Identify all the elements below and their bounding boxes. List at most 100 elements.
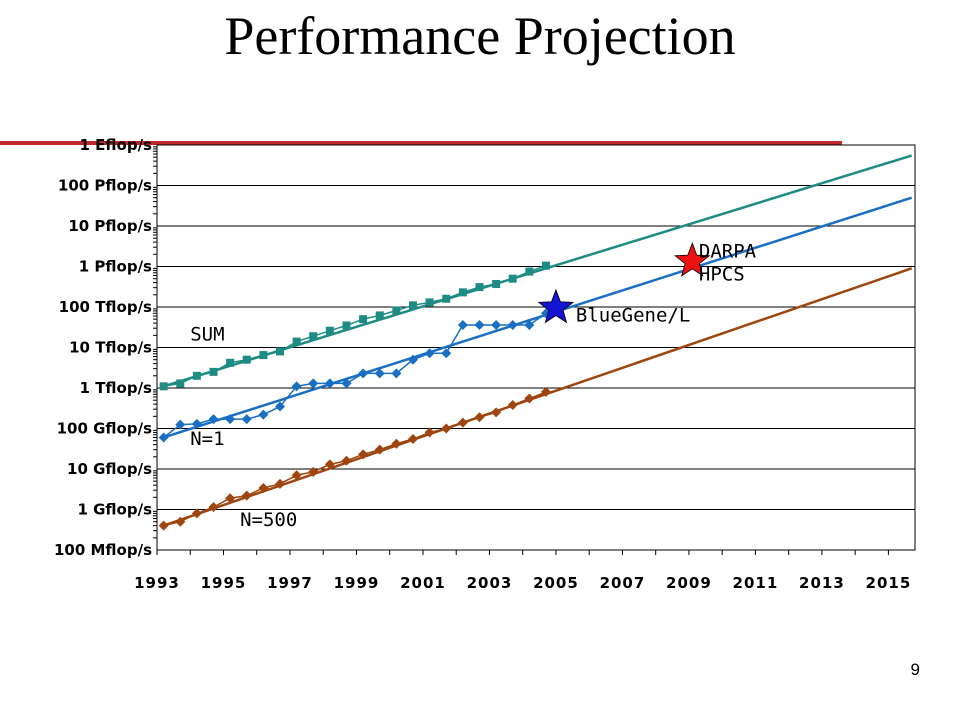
star-marker [537,288,575,324]
data-point [358,449,369,460]
data-point [441,423,452,434]
data-point [408,301,417,310]
x-tick-label: 2001 [400,574,446,592]
x-tick-label: 2009 [666,574,712,592]
x-tick-label: 2011 [733,574,779,592]
data-point [208,414,219,425]
annotation-label: DARPA [699,240,757,262]
trend-line [163,196,913,439]
x-tick-label: 2005 [533,574,579,592]
annotation-label: HPCS [699,263,745,285]
data-point [424,427,435,438]
slide-title: Performance Projection [224,6,736,66]
data-point [457,319,468,330]
series-layer [158,261,551,531]
data-point [192,371,201,380]
data-point [275,478,286,489]
data-point [358,368,369,379]
y-tick-label: 1 Gflop/s [77,501,152,519]
data-point [392,306,401,315]
y-tick-label: 10 Pflop/s [68,217,152,235]
y-tick-label: 100 Gflop/s [57,420,152,438]
data-point [308,378,319,389]
plot-frame [156,144,916,551]
data-point [324,378,335,389]
x-tick-label: 2015 [866,574,912,592]
data-point [158,520,169,531]
data-point [292,337,301,346]
data-point [158,432,169,443]
data-point [441,348,452,359]
data-point [491,407,502,418]
x-tick-label: 1995 [201,574,247,592]
data-point [209,367,218,376]
trend-layer [163,154,913,527]
data-point [324,459,335,470]
y-tick-label: 1 Eflop/s [80,136,153,154]
data-point [191,418,202,429]
data-point [241,490,252,501]
data-point [176,379,185,388]
data-point [225,493,236,504]
y-tick-label: 10 Tflop/s [69,339,152,357]
data-point [491,319,502,330]
data-point [342,321,351,330]
data-point [507,319,518,330]
data-point [159,382,168,391]
data-point [241,414,252,425]
data-point [407,354,418,365]
data-point [225,414,236,425]
data-point [540,386,551,397]
data-point [258,409,269,420]
page-number: 9 [910,660,920,679]
data-point [359,315,368,324]
data-point [424,348,435,359]
annotation-label: N=500 [240,509,297,531]
data-point [341,455,352,466]
data-point [524,319,535,330]
axis-layer: 100 Mflop/s 1 Gflop/s 10 Gflop/s 100 Gflop/… [54,136,916,592]
data-point [291,381,302,392]
trend-line [163,267,913,527]
x-tick-label: 1999 [334,574,380,592]
y-tick-label: 1 Pflop/s [79,258,152,276]
data-point [208,502,219,513]
data-point [276,347,285,356]
annotation-label: N=1 [190,428,224,450]
data-point [475,283,484,292]
data-point [308,466,319,477]
y-tick-label: 100 Pflop/s [58,177,152,195]
data-point [541,261,550,270]
data-point [492,279,501,288]
y-tick-label: 100 Mflop/s [54,541,152,559]
data-point [391,368,402,379]
data-point [259,351,268,360]
y-tick-label: 10 Gflop/s [67,460,152,478]
data-point [226,358,235,367]
data-point [474,412,485,423]
data-point [341,378,352,389]
data-point [525,267,534,276]
data-point [442,294,451,303]
accent-line [0,141,842,145]
data-point [458,288,467,297]
data-point [524,393,535,404]
annotation-label: SUM [190,324,224,346]
y-tick-label: 1 Tflop/s [80,379,153,397]
data-point [175,419,186,430]
data-point [191,508,202,519]
data-point [374,368,385,379]
data-point [474,319,485,330]
data-point [374,444,385,455]
star-marker [674,242,711,277]
data-point [258,482,269,493]
data-point [375,311,384,320]
x-tick-label: 2013 [799,574,845,592]
data-point [275,401,286,412]
data-point [507,400,518,411]
x-tick-label: 2003 [467,574,513,592]
data-point [425,298,434,307]
annotation-label: BlueGene/L [576,305,690,327]
